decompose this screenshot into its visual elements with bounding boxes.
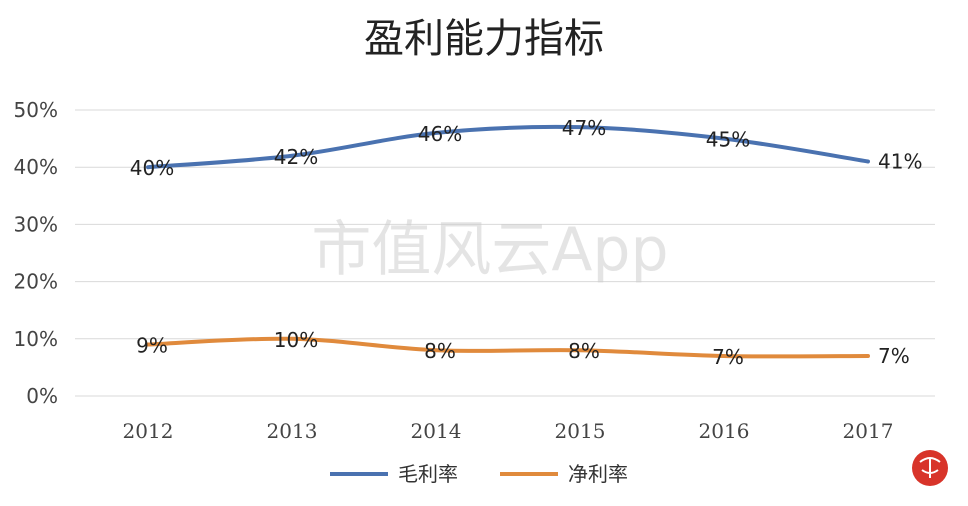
- chart-title: 盈利能力指标: [364, 16, 604, 62]
- x-tick-label: 2017: [843, 419, 894, 443]
- series-line-1: [146, 124, 870, 170]
- data-label: 10%: [274, 328, 318, 352]
- y-tick-label: 40%: [14, 155, 58, 179]
- data-label: 7%: [878, 344, 910, 368]
- x-tick-label: 2013: [267, 419, 318, 443]
- y-tick-label: 30%: [14, 212, 58, 236]
- y-tick-label: 20%: [14, 270, 58, 294]
- x-tick-label: 2016: [699, 419, 750, 443]
- data-label: 46%: [418, 122, 462, 146]
- legend-label: 净利率: [568, 462, 628, 486]
- y-tick-label: 50%: [14, 98, 58, 122]
- legend: 毛利率 净利率: [330, 462, 628, 486]
- data-label: 45%: [706, 128, 750, 152]
- legend-label: 毛利率: [398, 462, 458, 486]
- watermark-text: 市值风云App: [311, 215, 668, 285]
- data-label: 42%: [274, 145, 318, 169]
- x-tick-label: 2014: [411, 419, 462, 443]
- data-label: 7%: [712, 345, 744, 369]
- x-tick-label: 2012: [123, 419, 174, 443]
- x-axis: 2012 2013 2014 2015 2016 2017: [123, 419, 894, 443]
- data-label: 41%: [878, 149, 922, 173]
- data-label: 9%: [136, 334, 168, 358]
- y-tick-label: 0%: [26, 384, 58, 408]
- data-labels: 40% 42% 46% 47% 45% 41% 9% 10% 8% 8% 7% 7%: [130, 116, 923, 369]
- x-tick-label: 2015: [555, 419, 606, 443]
- seal-icon: [912, 450, 948, 486]
- series-layer: [146, 124, 870, 359]
- data-label: 40%: [130, 156, 174, 180]
- data-label: 8%: [568, 339, 600, 363]
- series-line-2: [146, 336, 870, 359]
- data-label: 47%: [562, 116, 606, 140]
- data-label: 8%: [424, 339, 456, 363]
- y-tick-label: 10%: [14, 327, 58, 351]
- y-axis: 0% 10% 20% 30% 40% 50%: [14, 98, 58, 408]
